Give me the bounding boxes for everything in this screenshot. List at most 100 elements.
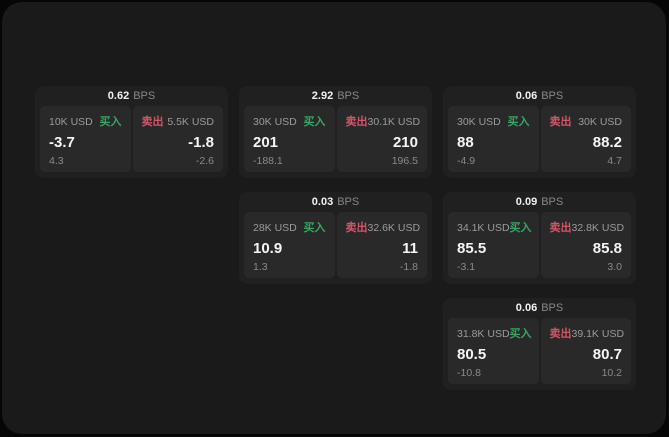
- bps-value: 0.62: [107, 90, 130, 102]
- sell-tile-header: 卖出 5.5K USD: [142, 113, 215, 129]
- buy-notional-label: 34.1K USD: [457, 222, 510, 234]
- buy-delta-value: -3.1: [457, 260, 476, 273]
- buy-side-label: 买入: [303, 116, 326, 128]
- bps-unit: BPS: [541, 90, 564, 102]
- quote-card: 0.03 BPS 28K USD 买入 10.9 1.3 卖出 32.6K US…: [239, 192, 432, 284]
- sell-quote-tile[interactable]: 卖出 5.5K USD -1.8 -2.6: [132, 106, 223, 172]
- buy-quote-tile[interactable]: 28K USD 买入 10.9 1.3: [244, 212, 335, 278]
- bps-header: 0.09 BPS: [448, 192, 631, 212]
- buy-delta-value: -4.9: [457, 154, 476, 167]
- bps-unit: BPS: [541, 196, 564, 208]
- sell-price-value: 80.7: [592, 345, 622, 363]
- quote-card: 0.62 BPS 10K USD 买入 -3.7 4.3 卖出 5.5K USD…: [35, 86, 228, 178]
- sell-price-value: 88.2: [592, 133, 622, 151]
- buy-tile-header: 10K USD 买入: [49, 113, 122, 129]
- buy-quote-tile[interactable]: 10K USD 买入 -3.7 4.3: [40, 106, 131, 172]
- sell-quote-tile[interactable]: 卖出 30.1K USD 210 196.5: [336, 106, 427, 172]
- buy-notional-label: 30K USD: [253, 116, 297, 128]
- bps-header: 0.06 BPS: [448, 86, 631, 106]
- bps-header: 0.03 BPS: [244, 192, 427, 212]
- buy-price-value: -3.7: [49, 133, 75, 151]
- sell-side-label: 卖出: [345, 222, 368, 234]
- sell-notional-label: 30.1K USD: [367, 116, 421, 128]
- buy-quote-tile[interactable]: 31.8K USD 买入 80.5 -10.8: [448, 318, 539, 384]
- sell-notional-label: 32.6K USD: [367, 222, 421, 234]
- buy-tile-header: 30K USD 买入: [457, 113, 530, 129]
- quote-tiles: 34.1K USD 买入 85.5 -3.1 卖出 32.8K USD 85.8…: [448, 212, 631, 278]
- bps-header: 2.92 BPS: [244, 86, 427, 106]
- sell-side-label: 卖出: [549, 116, 572, 128]
- quote-card: 0.06 BPS 30K USD 买入 88 -4.9 卖出 30K USD 8…: [443, 86, 636, 178]
- buy-price-value: 80.5: [457, 345, 487, 363]
- sell-tile-header: 卖出 32.8K USD: [549, 219, 625, 235]
- sell-notional-label: 5.5K USD: [167, 116, 214, 128]
- sell-price-value: 210: [392, 133, 418, 151]
- buy-side-label: 买入: [509, 328, 532, 340]
- sell-quote-tile[interactable]: 卖出 32.8K USD 85.8 3.0: [540, 212, 631, 278]
- bps-value: 0.03: [311, 196, 334, 208]
- bps-value: 2.92: [311, 90, 334, 102]
- buy-side-label: 买入: [509, 222, 532, 234]
- bps-value: 0.06: [515, 90, 538, 102]
- buy-price-value: 88: [457, 133, 474, 151]
- sell-delta-value: -2.6: [195, 154, 214, 167]
- quote-card: 0.09 BPS 34.1K USD 买入 85.5 -3.1 卖出 32.8K…: [443, 192, 636, 284]
- bps-unit: BPS: [337, 90, 360, 102]
- sell-delta-value: 196.5: [391, 154, 418, 167]
- bps-unit: BPS: [133, 90, 156, 102]
- buy-quote-tile[interactable]: 30K USD 买入 88 -4.9: [448, 106, 539, 172]
- buy-price-value: 201: [253, 133, 279, 151]
- buy-quote-tile[interactable]: 30K USD 买入 201 -188.1: [244, 106, 335, 172]
- sell-quote-tile[interactable]: 卖出 30K USD 88.2 4.7: [540, 106, 631, 172]
- sell-price-value: -1.8: [188, 133, 214, 151]
- sell-side-label: 卖出: [549, 328, 572, 340]
- sell-price-value: 85.8: [592, 239, 622, 257]
- sell-quote-tile[interactable]: 卖出 32.6K USD 11 -1.8: [336, 212, 427, 278]
- sell-side-label: 卖出: [549, 222, 572, 234]
- sell-delta-value: 10.2: [601, 366, 622, 379]
- bps-unit: BPS: [541, 302, 564, 314]
- sell-quote-tile[interactable]: 卖出 39.1K USD 80.7 10.2: [540, 318, 631, 384]
- buy-delta-value: 1.3: [253, 260, 268, 273]
- buy-notional-label: 28K USD: [253, 222, 297, 234]
- buy-price-value: 85.5: [457, 239, 487, 257]
- buy-quote-tile[interactable]: 34.1K USD 买入 85.5 -3.1: [448, 212, 539, 278]
- sell-notional-label: 39.1K USD: [571, 328, 625, 340]
- buy-delta-value: 4.3: [49, 154, 64, 167]
- buy-delta-value: -10.8: [457, 366, 481, 379]
- quote-card: 0.06 BPS 31.8K USD 买入 80.5 -10.8 卖出 39.1…: [443, 298, 636, 390]
- bps-header: 0.62 BPS: [40, 86, 223, 106]
- sell-delta-value: 3.0: [607, 260, 622, 273]
- buy-side-label: 买入: [507, 116, 530, 128]
- buy-tile-header: 31.8K USD 买入: [457, 325, 532, 341]
- sell-price-value: 11: [402, 239, 418, 257]
- bps-header: 0.06 BPS: [448, 298, 631, 318]
- buy-tile-header: 30K USD 买入: [253, 113, 326, 129]
- buy-notional-label: 30K USD: [457, 116, 501, 128]
- sell-side-label: 卖出: [345, 116, 368, 128]
- buy-side-label: 买入: [303, 222, 326, 234]
- sell-delta-value: -1.8: [399, 260, 418, 273]
- buy-side-label: 买入: [99, 116, 122, 128]
- quote-tiles: 28K USD 买入 10.9 1.3 卖出 32.6K USD 11 -1.8: [244, 212, 427, 278]
- quote-tiles: 30K USD 买入 88 -4.9 卖出 30K USD 88.2 4.7: [448, 106, 631, 172]
- sell-tile-header: 卖出 30K USD: [550, 113, 623, 129]
- sell-delta-value: 4.7: [607, 154, 622, 167]
- bps-value: 0.09: [515, 196, 538, 208]
- buy-price-value: 10.9: [253, 239, 283, 257]
- quote-card: 2.92 BPS 30K USD 买入 201 -188.1 卖出 30.1K …: [239, 86, 432, 178]
- sell-notional-label: 32.8K USD: [571, 222, 625, 234]
- buy-tile-header: 28K USD 买入: [253, 219, 326, 235]
- quote-tiles: 30K USD 买入 201 -188.1 卖出 30.1K USD 210 1…: [244, 106, 427, 172]
- buy-delta-value: -188.1: [253, 154, 283, 167]
- sell-side-label: 卖出: [141, 116, 164, 128]
- quote-tiles: 10K USD 买入 -3.7 4.3 卖出 5.5K USD -1.8 -2.…: [40, 106, 223, 172]
- bps-value: 0.06: [515, 302, 538, 314]
- sell-tile-header: 卖出 30.1K USD: [345, 113, 421, 129]
- sell-tile-header: 卖出 32.6K USD: [345, 219, 421, 235]
- buy-notional-label: 31.8K USD: [457, 328, 510, 340]
- buy-tile-header: 34.1K USD 买入: [457, 219, 532, 235]
- sell-tile-header: 卖出 39.1K USD: [549, 325, 625, 341]
